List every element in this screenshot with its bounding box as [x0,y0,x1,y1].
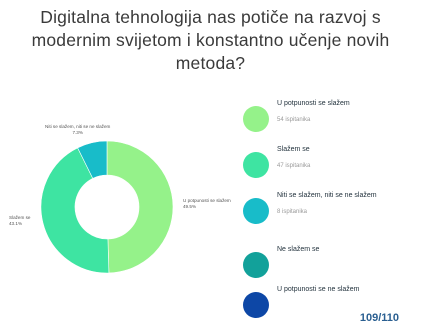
legend-swatch [243,198,269,224]
legend-item-slazem: Slažem se 47 ispitanika [243,146,418,178]
legend: U potpunosti se slažem 54 ispitanika Sla… [243,100,418,318]
legend-swatch [243,252,269,278]
legend-count: 54 ispitanika [277,117,311,123]
slice-label-niti: Niti se slažem, niti se ne slažem 7.3% [45,124,110,136]
page-number: 109/110 [359,312,399,324]
legend-item-ne-slazem: Ne slažem se [243,246,418,278]
slice-label-percent: 43.1% [9,221,23,226]
legend-label: Niti se slažem, niti se ne slažem [277,192,377,199]
legend-label: U potpunosti se slažem [277,100,350,107]
legend-swatch [243,106,269,132]
legend-item-potpuno: U potpunosti se slažem 54 ispitanika [243,100,418,132]
slice-label-text: Slažem se [9,215,31,220]
legend-label: Ne slažem se [277,246,320,253]
slice-label-slazem: Slažem se 43.1% [9,215,30,227]
chart-title: Digitalna tehnologija nas potiče na razv… [31,7,390,73]
legend-label: U potpunosti se ne slažem [277,286,360,293]
legend-swatch [243,152,269,178]
slice-label-percent: 7.3% [72,130,83,135]
legend-count: 8 ispitanika [277,209,308,215]
legend-swatch [243,292,269,318]
slice-slazem [40,147,110,274]
legend-count: 47 ispitanika [277,163,311,169]
slice-label-text: Niti se slažem, niti se ne slažem [45,124,111,129]
slice-label-percent: 49.5% [183,204,197,209]
slice-label-text: U potpunosti se slažem [183,198,231,203]
legend-label: Slažem se [277,146,310,153]
legend-item-niti: Niti se slažem, niti se ne slažem 8 ispi… [243,192,418,224]
slice-label-potpuno: U potpunosti se slažem 49.5% [183,198,231,210]
slice-potpuno [106,140,174,274]
legend-item-potpuno-ne: U potpunosti se ne slažem [243,286,418,318]
slice-niti [77,140,108,179]
